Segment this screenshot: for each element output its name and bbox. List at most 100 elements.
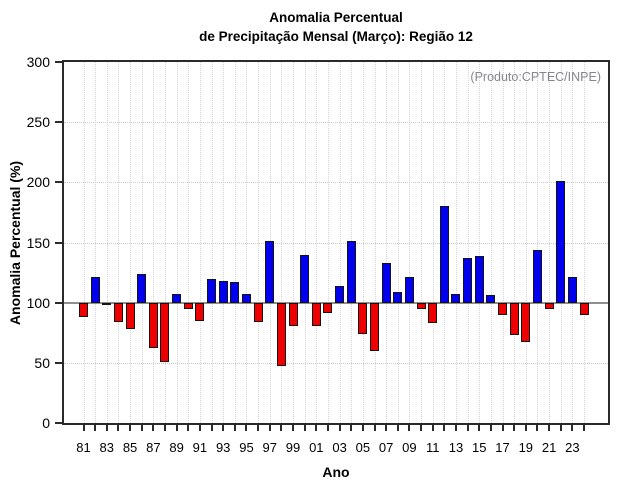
y-axis-tick xyxy=(55,61,62,63)
horizontal-gridline xyxy=(64,242,608,244)
y-tick-label: 150 xyxy=(26,234,50,251)
bar-1998 xyxy=(276,302,286,367)
y-axis-tick xyxy=(55,241,62,244)
bar-2001 xyxy=(311,302,321,326)
x-axis-tick xyxy=(117,425,120,431)
bar-2011 xyxy=(428,302,438,324)
chart-title-line2: de Precipitação Mensal (Março): Região 1… xyxy=(199,29,473,44)
x-axis-tick xyxy=(548,425,551,431)
x-tick-label: 13 xyxy=(448,440,464,455)
x-axis-tick xyxy=(82,425,85,431)
bar-2013 xyxy=(451,294,461,303)
x-tick-label: 81 xyxy=(76,440,91,455)
bar-1993 xyxy=(218,281,228,303)
x-tick-label: 15 xyxy=(472,440,487,455)
x-axis-tick xyxy=(385,425,388,431)
bar-1989 xyxy=(172,294,182,303)
bar-2019 xyxy=(521,302,531,343)
bar-2006 xyxy=(370,302,379,351)
bar-1996 xyxy=(253,302,263,322)
x-tick-label: 17 xyxy=(495,440,510,455)
x-axis-tick xyxy=(466,425,469,431)
x-tick-label: 93 xyxy=(215,440,231,455)
bar-2022 xyxy=(556,181,566,303)
x-tick-label: 97 xyxy=(262,440,277,455)
y-axis-tick xyxy=(55,121,62,124)
x-axis-tick xyxy=(140,425,143,431)
x-tick-label: 89 xyxy=(169,440,184,455)
x-axis-tick xyxy=(524,425,527,431)
x-axis-tick xyxy=(408,425,411,431)
x-axis-tick xyxy=(315,425,318,431)
bar-2021 xyxy=(544,302,554,309)
bar-2012 xyxy=(439,206,449,303)
x-axis-tick xyxy=(338,425,341,431)
x-axis-tick xyxy=(559,425,562,431)
y-tick-label: 100 xyxy=(26,294,50,311)
x-axis-tick xyxy=(292,425,295,431)
horizontal-gridline xyxy=(64,362,608,364)
bar-2000 xyxy=(300,254,310,303)
x-axis-tick xyxy=(489,425,492,431)
plot-canvas xyxy=(64,62,608,423)
x-tick-label: 01 xyxy=(309,440,324,455)
bar-1994 xyxy=(230,282,240,303)
x-axis-tick xyxy=(187,425,190,431)
y-tick-label: 50 xyxy=(34,354,50,371)
x-axis-tick xyxy=(222,425,225,431)
bar-1988 xyxy=(160,302,170,362)
x-tick-label: 21 xyxy=(541,440,557,455)
chart-title: Anomalia Percentual de Precipitação Mens… xyxy=(36,8,636,46)
x-axis-tick xyxy=(280,425,283,431)
x-axis-tick xyxy=(583,425,586,431)
x-tick-label: 99 xyxy=(285,440,301,455)
product-credit-label: (Produto:CPTEC/INPE) xyxy=(470,70,601,84)
x-axis-tick xyxy=(268,425,271,431)
bar-1982 xyxy=(90,277,100,303)
x-tick-label: 87 xyxy=(146,440,161,455)
bar-2018 xyxy=(509,302,519,336)
bar-1986 xyxy=(137,273,147,303)
bar-1987 xyxy=(148,302,158,349)
x-axis-tick xyxy=(501,425,504,431)
bar-1999 xyxy=(288,302,298,326)
y-axis-tick xyxy=(55,361,62,364)
x-axis-tick xyxy=(443,425,446,431)
x-axis-tick xyxy=(361,425,364,431)
chart-title-line1: Anomalia Percentual xyxy=(269,10,403,25)
y-axis-tick xyxy=(55,301,62,304)
bar-2010 xyxy=(416,302,426,309)
y-axis-tick xyxy=(55,422,62,424)
bar-2008 xyxy=(393,291,403,303)
x-axis-tick xyxy=(478,425,481,431)
x-axis-tick xyxy=(420,425,423,431)
bar-2007 xyxy=(381,262,391,303)
bar-1984 xyxy=(113,302,123,322)
x-tick-label: 19 xyxy=(518,440,534,455)
bar-1983 xyxy=(102,302,112,305)
bar-1992 xyxy=(207,278,217,303)
bar-1991 xyxy=(195,302,205,321)
x-tick-label: 11 xyxy=(425,440,440,455)
bar-2003 xyxy=(335,285,345,303)
x-axis-tick xyxy=(431,425,434,431)
x-axis-tick xyxy=(571,425,574,431)
y-tick-label: 250 xyxy=(26,114,50,131)
bar-2017 xyxy=(498,302,508,315)
x-axis-tick xyxy=(198,425,201,431)
bar-1990 xyxy=(183,302,193,309)
x-axis-tick xyxy=(373,425,376,431)
x-tick-label: 83 xyxy=(99,440,114,455)
bar-1995 xyxy=(241,294,251,303)
x-axis-tick xyxy=(257,425,260,431)
x-axis-tick xyxy=(152,425,155,431)
y-tick-label: 200 xyxy=(26,174,50,191)
x-axis-tick xyxy=(163,425,166,431)
x-tick-label: 95 xyxy=(239,440,254,455)
x-axis-tick xyxy=(396,425,399,431)
x-axis-tick xyxy=(233,425,236,431)
bar-2015 xyxy=(474,255,484,303)
x-axis-tick xyxy=(210,425,213,431)
x-axis-tick xyxy=(175,425,178,431)
x-axis-tick xyxy=(536,425,539,431)
